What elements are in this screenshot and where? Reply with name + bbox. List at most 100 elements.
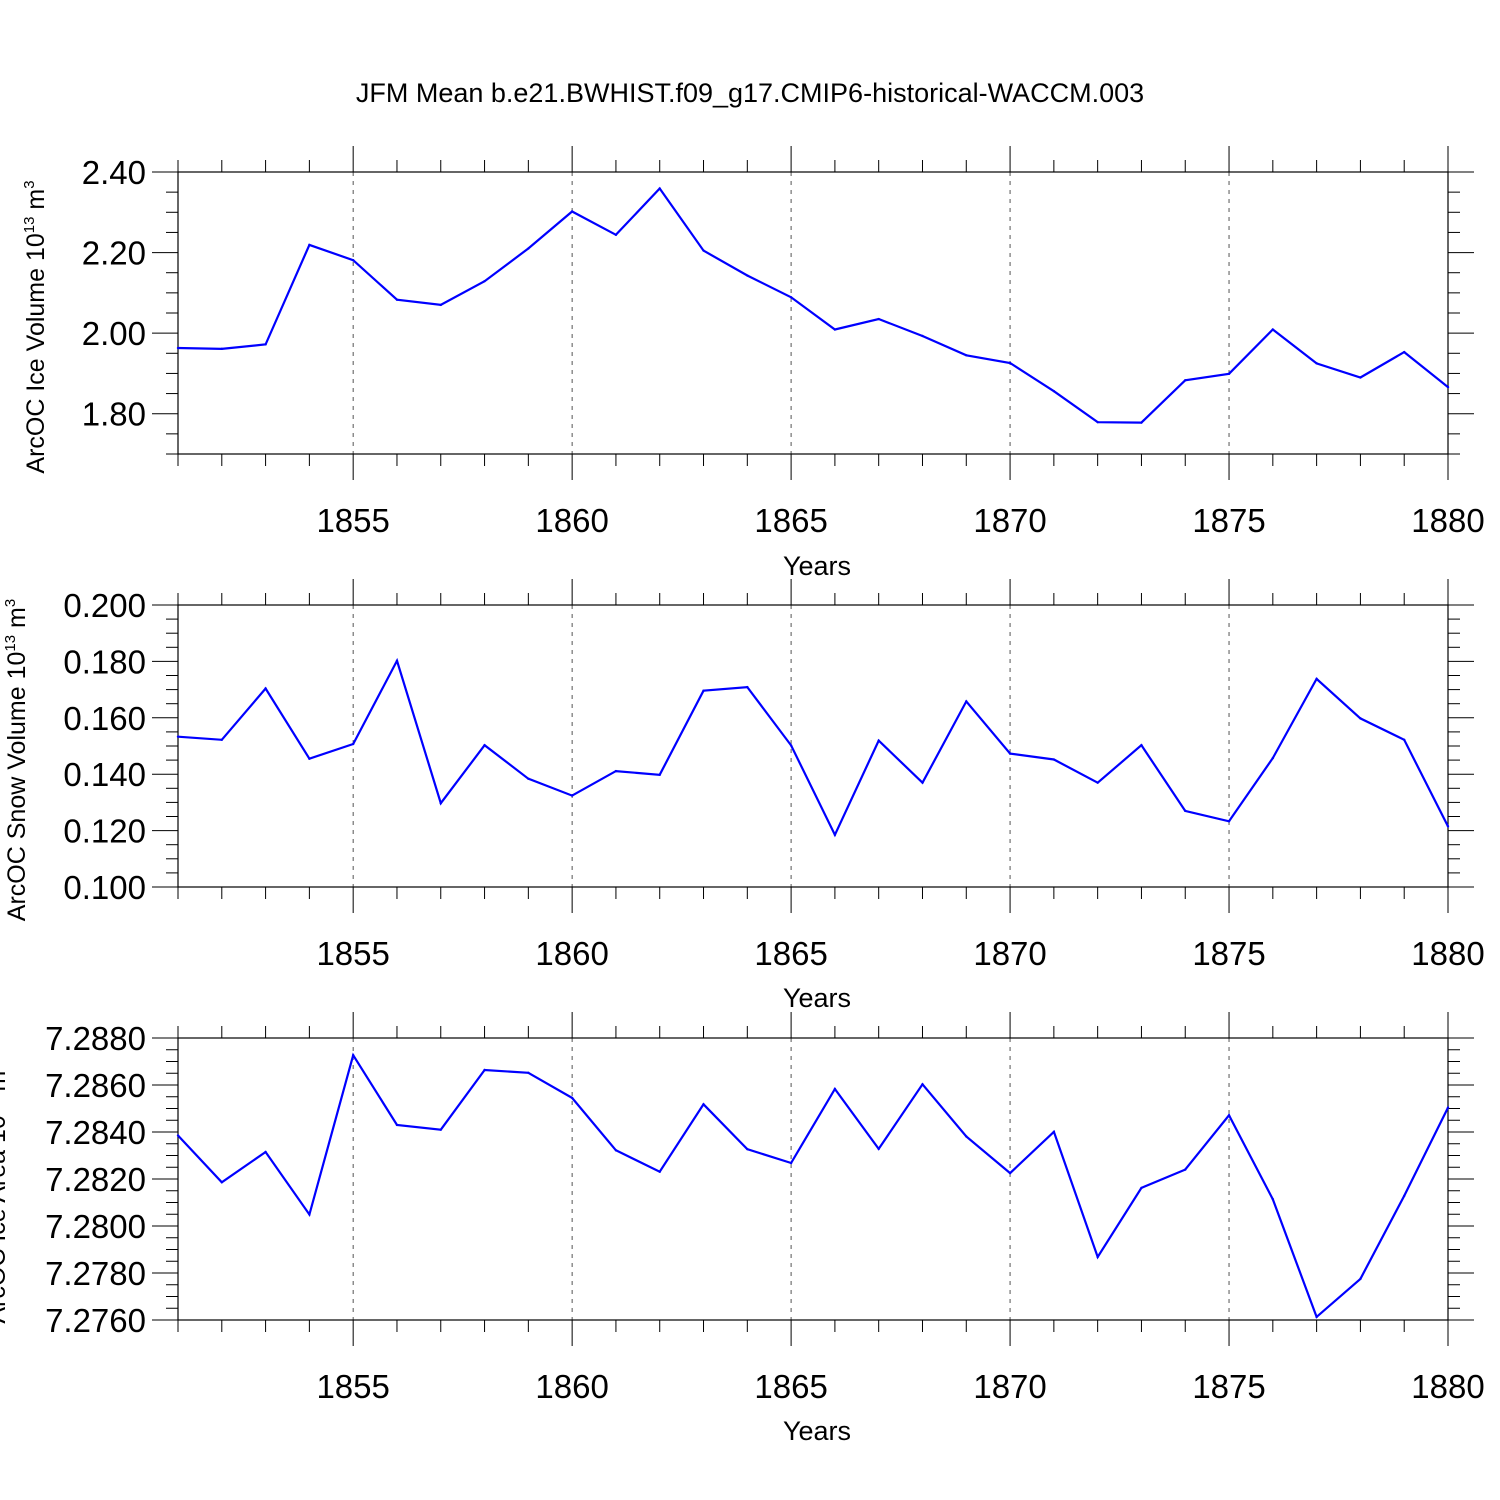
data-point — [1096, 1255, 1099, 1259]
data-point — [789, 744, 793, 747]
data-point — [877, 1147, 880, 1151]
x-tick-label: 1875 — [1192, 502, 1265, 539]
data-point — [176, 1134, 180, 1137]
y-axis-label: ArcOC Ice Volume 1013 m3 — [21, 180, 50, 473]
data-point — [614, 233, 618, 237]
data-point — [176, 346, 180, 350]
x-tick-label: 1860 — [535, 1368, 608, 1405]
data-point — [1403, 1194, 1406, 1198]
y-tick-label: 1.80 — [82, 396, 146, 433]
x-axis-label: Years — [783, 983, 851, 1013]
data-point — [220, 347, 223, 351]
x-tick-label: 1875 — [1192, 1368, 1265, 1405]
data-point — [1359, 717, 1362, 720]
y-tick-label: 0.160 — [63, 700, 146, 737]
data-point — [1315, 677, 1318, 681]
data-point — [746, 274, 749, 277]
data-point — [220, 1181, 223, 1184]
y-tick-label: 7.2820 — [45, 1161, 146, 1198]
y-axis-label: ArcOC Snow Volume 1013 m3 — [2, 599, 31, 921]
data-point — [965, 354, 968, 357]
data-point — [1184, 379, 1187, 382]
data-point — [1227, 820, 1231, 823]
series-line — [177, 186, 1449, 424]
data-point — [921, 781, 924, 784]
data-point — [1140, 743, 1143, 747]
plot-frame — [177, 604, 1449, 888]
data-point — [1008, 1171, 1012, 1175]
data-point — [439, 303, 442, 307]
series-line — [177, 1052, 1449, 1319]
x-tick-label: 1860 — [535, 502, 608, 539]
data-point — [1359, 376, 1362, 379]
chart-panel-3: 7.2760 7.2780 7.2800 7.2820 7.2840 7.2860 7.28… — [0, 1012, 1485, 1446]
data-point — [570, 1096, 574, 1100]
y-tick-label: 0.140 — [63, 756, 146, 793]
data-point — [439, 1128, 442, 1131]
data-point — [308, 243, 311, 247]
data-point — [570, 210, 574, 213]
data-point — [1140, 1186, 1143, 1190]
x-axis-label: Years — [783, 1416, 851, 1446]
data-point — [789, 1161, 793, 1165]
data-point — [702, 1103, 705, 1106]
data-point — [1140, 421, 1143, 424]
x-tick-label: 1860 — [535, 935, 608, 972]
data-point — [1271, 756, 1275, 760]
data-point — [1403, 738, 1406, 741]
data-point — [746, 1147, 749, 1151]
x-tick-label: 1880 — [1411, 1368, 1484, 1405]
y-tick-label: 0.200 — [63, 587, 146, 624]
x-tick-label: 1855 — [316, 1368, 389, 1405]
y-tick-label: 7.2760 — [45, 1302, 146, 1339]
data-point — [1403, 350, 1406, 354]
data-point — [965, 700, 968, 703]
y-tick-label: 7.2860 — [45, 1067, 146, 1104]
data-point — [877, 317, 880, 321]
y-tick-label: 2.40 — [82, 154, 146, 191]
y-tick-label: 7.2840 — [45, 1114, 146, 1151]
data-point — [264, 343, 267, 346]
y-axis-label: ArcOC Ice Area 1013 m2 — [0, 1062, 11, 1323]
data-point — [351, 259, 355, 262]
data-point — [833, 328, 837, 331]
data-point — [1271, 328, 1275, 331]
data-point — [220, 738, 223, 741]
y-tick-label: 0.180 — [63, 643, 146, 680]
data-point — [965, 1135, 968, 1138]
data-point — [527, 247, 530, 250]
data-point — [877, 739, 880, 742]
data-point — [1096, 420, 1099, 424]
x-tick-label: 1870 — [973, 935, 1046, 972]
data-point — [483, 279, 486, 283]
series-line — [177, 657, 1449, 838]
data-point — [1315, 1315, 1318, 1319]
y-tick-label: 7.2780 — [45, 1255, 146, 1292]
y-tick-label: 7.2800 — [45, 1208, 146, 1245]
x-tick-label: 1870 — [973, 502, 1046, 539]
data-point — [921, 334, 924, 338]
data-point — [1227, 372, 1231, 376]
data-point — [1446, 825, 1450, 828]
data-point — [176, 735, 180, 738]
data-point — [702, 689, 705, 692]
y-tick-label: 2.20 — [82, 235, 146, 272]
data-point — [395, 1123, 399, 1127]
data-point — [702, 249, 705, 252]
x-tick-label: 1865 — [754, 1368, 827, 1405]
data-point — [351, 1053, 355, 1057]
data-point — [1446, 1106, 1450, 1109]
data-point — [1052, 1130, 1056, 1133]
data-point — [1052, 758, 1056, 761]
data-point — [1184, 1168, 1187, 1171]
data-point — [658, 187, 661, 190]
data-point — [483, 743, 486, 747]
data-point — [308, 757, 311, 760]
data-point — [1008, 361, 1012, 365]
data-point — [1096, 781, 1099, 784]
chart-title: JFM Mean b.e21.BWHIST.f09_g17.CMIP6-hist… — [355, 78, 1145, 108]
data-point — [395, 659, 399, 663]
data-point — [264, 1150, 267, 1154]
data-point — [614, 1149, 618, 1152]
